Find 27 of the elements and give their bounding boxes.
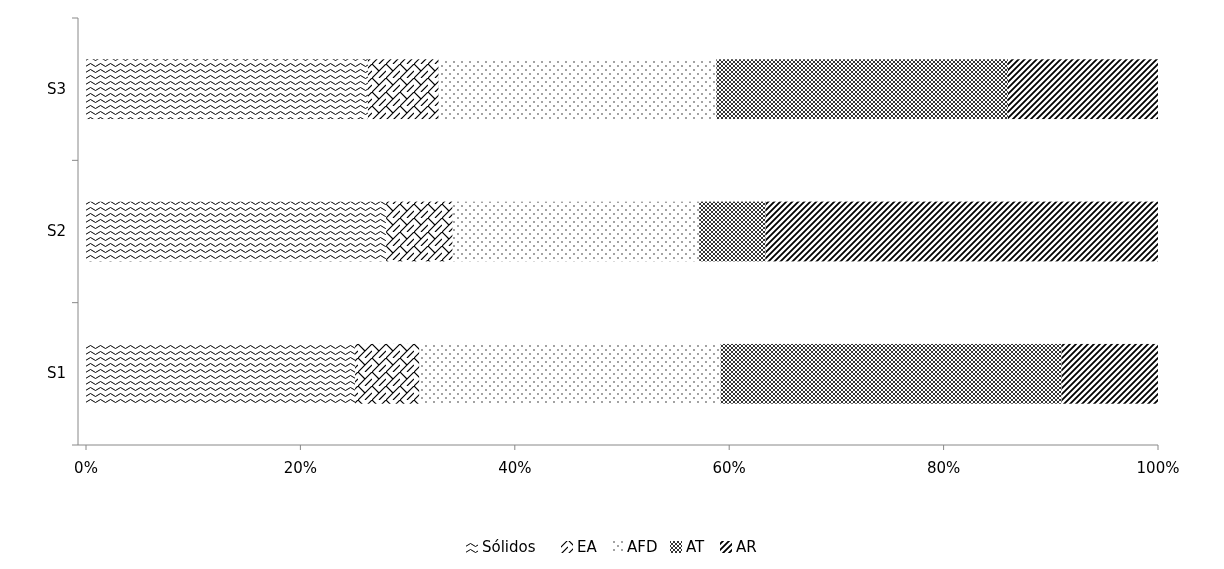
legend-label: AR bbox=[736, 538, 757, 556]
x-tick-label: 20% bbox=[283, 459, 318, 477]
y-tick-label: S1 bbox=[46, 364, 66, 383]
x-tick-label: 40% bbox=[498, 459, 532, 477]
bar bbox=[1007, 59, 1158, 120]
bar bbox=[720, 343, 1062, 404]
y-tick-label: S2 bbox=[46, 222, 66, 240]
legend-label: AFD bbox=[627, 538, 658, 556]
legend-label: EA bbox=[577, 538, 598, 556]
bar bbox=[386, 201, 453, 262]
x-tick-label: 60% bbox=[712, 459, 746, 477]
bar bbox=[367, 59, 439, 120]
bar bbox=[765, 201, 1158, 262]
bar bbox=[355, 343, 420, 404]
bar bbox=[452, 201, 700, 262]
bar bbox=[86, 343, 356, 404]
bar bbox=[1061, 343, 1158, 404]
bar bbox=[699, 201, 766, 262]
bar bbox=[86, 201, 387, 262]
x-tick-label: 0% bbox=[74, 459, 98, 477]
legend-label: Sólidos bbox=[482, 538, 536, 556]
bar bbox=[716, 59, 1008, 120]
x-tick-label: 100% bbox=[1136, 459, 1180, 477]
legend-label: AT bbox=[686, 538, 706, 556]
bar bbox=[86, 59, 368, 120]
y-tick-label: S3 bbox=[46, 79, 66, 98]
x-tick-label: 80% bbox=[926, 459, 961, 477]
